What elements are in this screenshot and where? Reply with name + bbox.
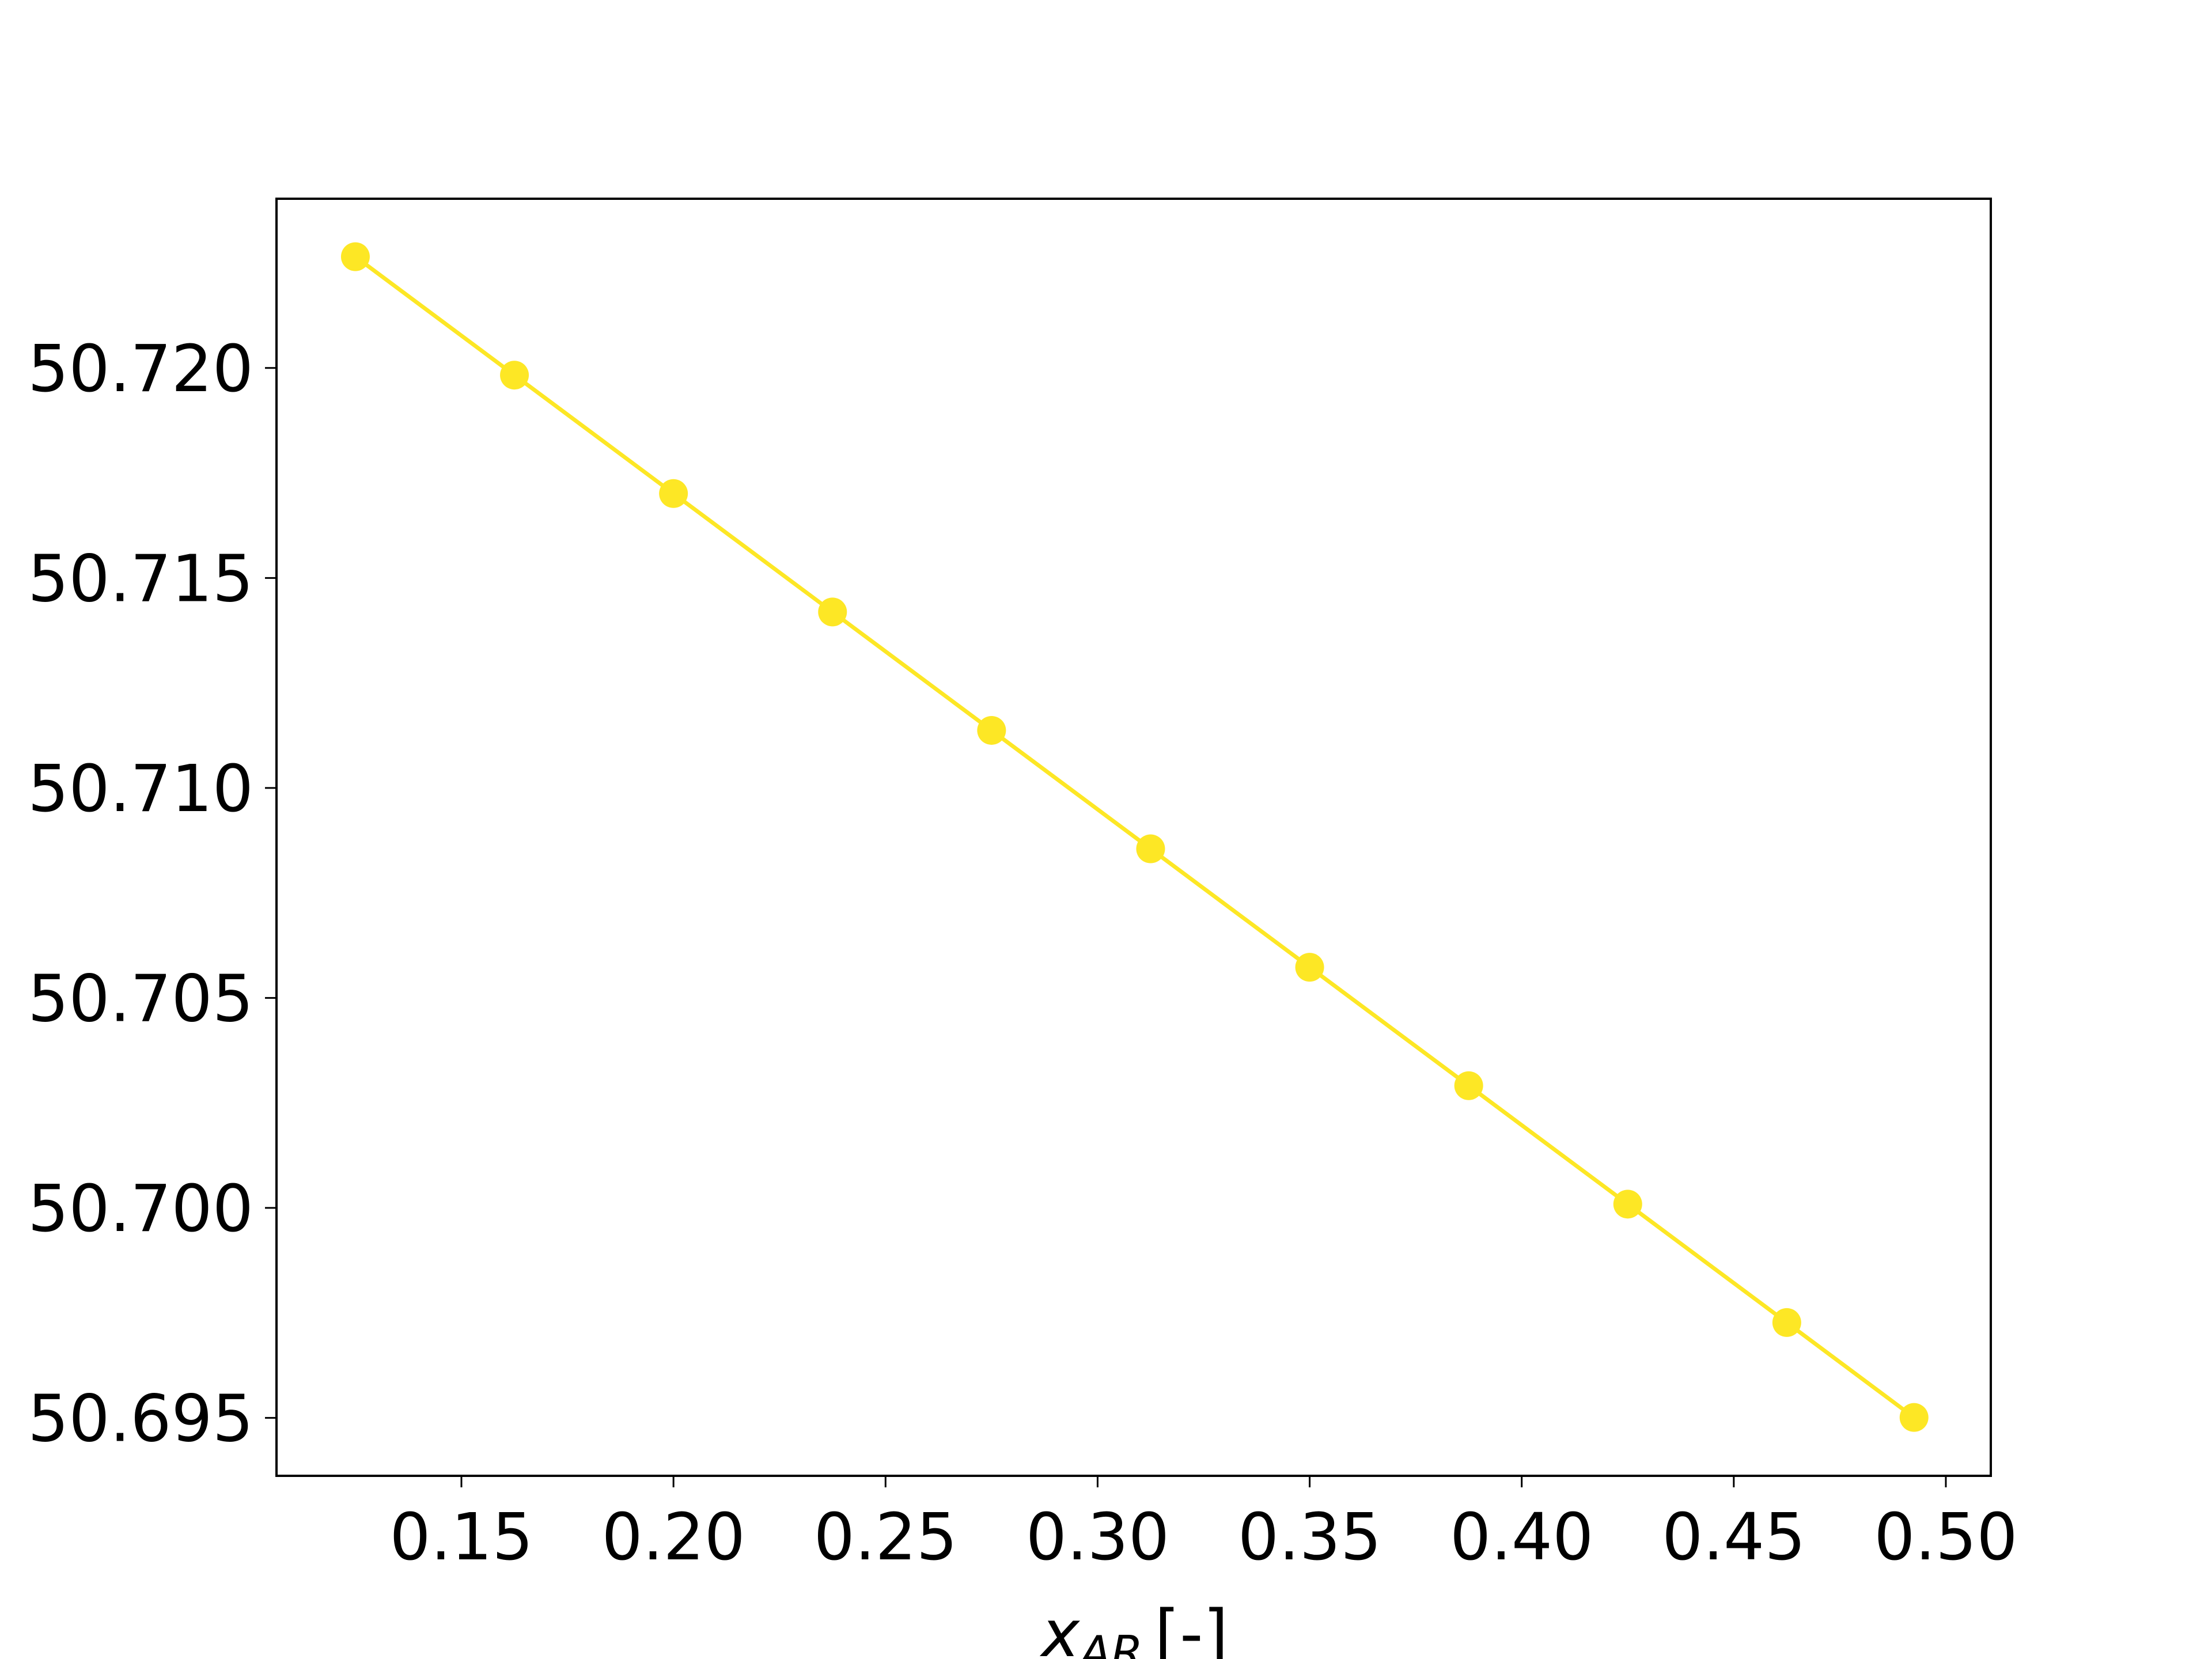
data-point (659, 479, 688, 508)
data-point (1772, 1308, 1801, 1337)
data-point (1136, 834, 1165, 863)
x-label-symbol: x (1040, 1597, 1081, 1659)
y-tick-label: 50.700 (28, 1172, 253, 1247)
data-point (818, 597, 847, 627)
data-point (1295, 953, 1324, 982)
y-tick-label: 50.710 (28, 752, 253, 827)
x-tick-label: 0.15 (389, 1500, 533, 1575)
x-tick-label: 0.40 (1450, 1500, 1593, 1575)
x-tick-label: 0.25 (814, 1500, 957, 1575)
x-tick-label: 0.30 (1026, 1500, 1169, 1575)
data-point (500, 361, 529, 390)
data-point (1899, 1403, 1929, 1432)
x-label-subscript: AR (1077, 1626, 1143, 1659)
y-tick-label: 50.705 (28, 961, 253, 1036)
x-tick-label: 0.50 (1874, 1500, 2017, 1575)
x-tick-label: 0.45 (1662, 1500, 1805, 1575)
y-tick-label: 50.720 (28, 332, 253, 407)
data-point (340, 242, 370, 271)
plot-frame (275, 198, 1992, 1477)
y-tick-label: 50.715 (28, 541, 253, 616)
data-point (1613, 1190, 1642, 1219)
x-tick-label: 0.20 (601, 1500, 745, 1575)
data-point (977, 715, 1006, 745)
x-tick-label: 0.35 (1238, 1500, 1381, 1575)
data-point (1454, 1071, 1483, 1100)
y-tick-label: 50.695 (28, 1381, 253, 1456)
x-label-unit: [-] (1154, 1597, 1228, 1659)
x-axis-label: xAR [-] (1040, 1597, 1228, 1659)
